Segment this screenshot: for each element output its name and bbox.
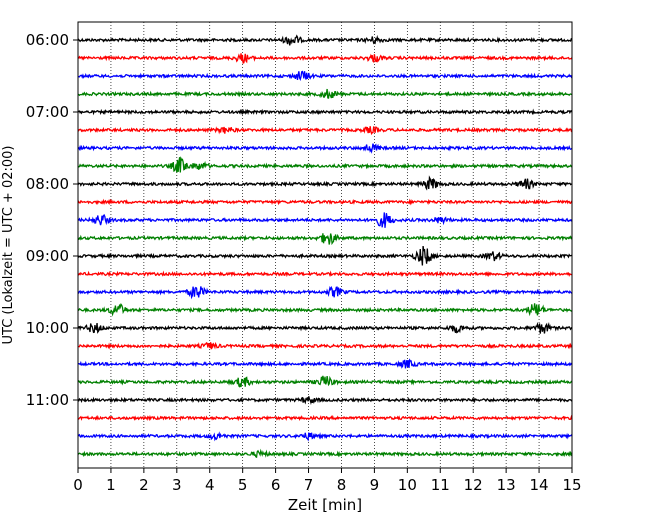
x-tick-label: 12 xyxy=(464,476,483,494)
seismogram-trace xyxy=(77,156,573,173)
seismogram-trace xyxy=(77,375,573,388)
x-tick-label: 10 xyxy=(398,476,417,494)
x-tick-label: 3 xyxy=(172,476,182,494)
seismogram-trace xyxy=(77,321,573,334)
seismogram-trace xyxy=(77,126,573,136)
x-tick-label: 6 xyxy=(271,476,281,494)
x-axis-ticks: 0 1 2 3 4 5 6 7 8 9 10 11 12 13 14 15 xyxy=(73,468,582,494)
x-tick-label: 1 xyxy=(106,476,116,494)
x-tick-label: 11 xyxy=(431,476,450,494)
y-axis-ticks: 06:00 07:00 08:00 09:00 10:00 11:00 xyxy=(26,31,78,409)
x-tick-label: 14 xyxy=(530,476,549,494)
seismogram-trace xyxy=(77,396,573,406)
seismogram-trace xyxy=(77,108,573,116)
y-axis-title: UTC (Lokalzeit = UTC + 02:00) xyxy=(1,146,16,345)
grid-lines xyxy=(110,22,540,468)
x-tick-label: 0 xyxy=(73,476,83,494)
y-tick-label: 10:00 xyxy=(26,319,69,337)
seismogram-trace xyxy=(77,88,573,99)
x-tick-label: 7 xyxy=(304,476,314,494)
x-tick-label: 13 xyxy=(497,476,516,494)
y-tick-label: 11:00 xyxy=(26,391,69,409)
y-tick-label: 06:00 xyxy=(26,31,69,49)
seismogram-trace xyxy=(78,303,573,317)
seismogram-trace xyxy=(77,431,573,442)
seismogram-trace xyxy=(77,270,573,278)
seismogram-trace xyxy=(77,34,573,46)
seismogram-trace xyxy=(77,143,573,154)
seismogram-trace xyxy=(77,175,573,191)
y-tick-label: 09:00 xyxy=(26,247,69,265)
x-tick-label: 4 xyxy=(205,476,215,494)
seismogram-trace xyxy=(77,70,573,81)
x-tick-label: 15 xyxy=(562,476,581,494)
x-tick-label: 5 xyxy=(238,476,248,494)
seismogram-trace xyxy=(77,358,573,369)
seismogram-trace xyxy=(77,233,573,246)
seismogram-trace xyxy=(77,53,573,64)
seismogram-trace xyxy=(77,245,573,266)
plot-frame xyxy=(77,21,573,469)
seismogram-traces xyxy=(77,34,573,459)
x-tick-label: 8 xyxy=(337,476,347,494)
x-axis-title: Zeit [min] xyxy=(288,496,362,514)
seismogram-trace xyxy=(77,448,573,459)
y-tick-label: 07:00 xyxy=(26,103,69,121)
seismogram-trace xyxy=(77,212,573,228)
y-tick-label: 08:00 xyxy=(26,175,69,193)
seismogram-trace xyxy=(77,414,573,422)
x-tick-label: 2 xyxy=(139,476,149,494)
x-tick-label: 9 xyxy=(370,476,380,494)
seismogram-trace xyxy=(77,198,573,206)
seismogram-trace xyxy=(77,285,573,300)
seismogram-trace xyxy=(77,341,573,350)
